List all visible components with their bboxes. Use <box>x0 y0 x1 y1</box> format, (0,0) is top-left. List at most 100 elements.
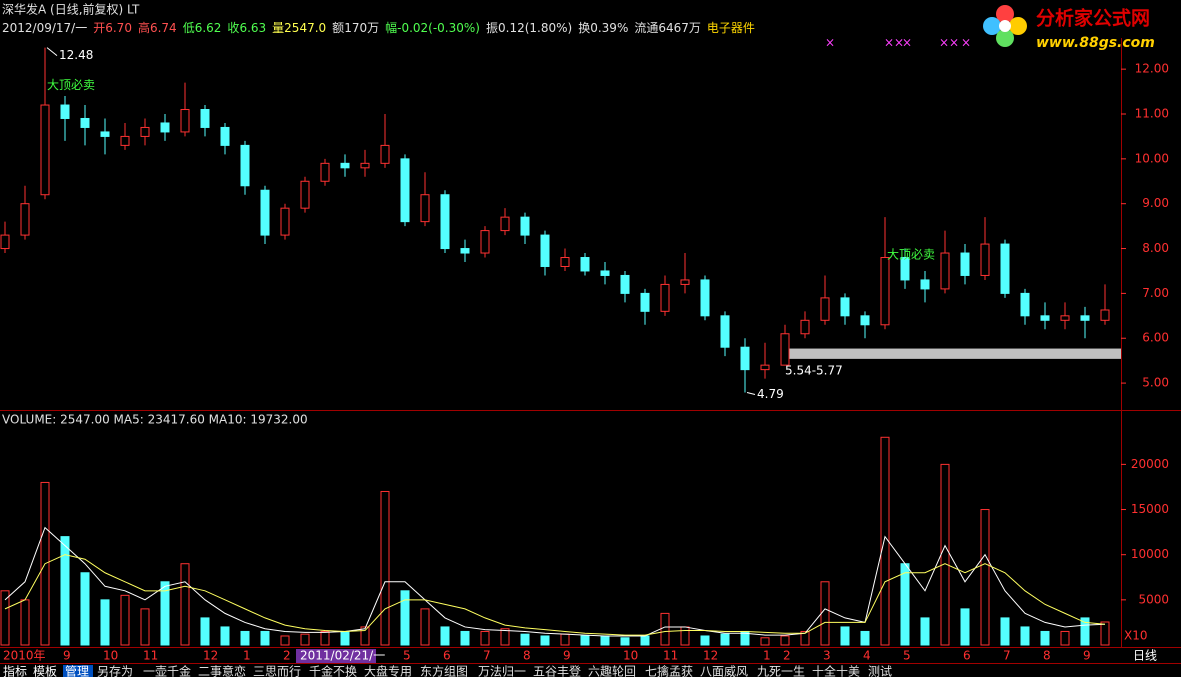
tab[interactable]: 模板 <box>33 665 57 677</box>
volume-bar <box>500 628 510 646</box>
candle-body <box>840 297 850 317</box>
x-tick-label: 8 <box>1043 649 1051 663</box>
low-label: 4.79 <box>757 387 784 401</box>
volume-bar <box>360 626 370 646</box>
tab[interactable]: 指标 <box>3 664 27 677</box>
candle-body <box>1100 309 1110 321</box>
candle-body <box>340 162 350 169</box>
volume-bar <box>340 630 350 646</box>
quote-value: 0.12(1.80%) <box>498 21 572 35</box>
volume-title: VOLUME: 2547.00 MA5: 23417.60 MA10: 1973… <box>2 413 308 427</box>
candle-body <box>100 131 110 137</box>
tab[interactable]: 三思而行 <box>253 665 301 677</box>
quote-value: 6.74 <box>150 21 177 35</box>
tab[interactable]: 测试 <box>868 664 892 677</box>
tab[interactable]: 六趣轮回 <box>588 664 636 677</box>
volume-bar <box>800 630 810 646</box>
volume-bar <box>580 635 590 646</box>
candle-body <box>560 257 570 267</box>
volume-bar <box>780 635 790 646</box>
volume-bar <box>80 572 90 646</box>
volume-bar <box>680 626 690 646</box>
y-tick-label: 15000 <box>1131 502 1169 516</box>
x-tick-label: 8 <box>523 649 531 663</box>
x-tick-label: 4 <box>863 649 871 663</box>
candle-body <box>220 126 230 146</box>
tab[interactable]: 七擒孟获 <box>645 664 693 677</box>
quote-label: 收 <box>227 21 239 35</box>
candle-body <box>760 364 770 371</box>
volume-bar <box>280 635 290 646</box>
volume-bar <box>20 599 30 646</box>
tab[interactable]: 五谷丰登 <box>533 664 581 677</box>
quote-value: 6.70 <box>105 21 132 35</box>
quote-date: 2012/09/17/一 <box>2 21 87 35</box>
x-tick-label: 1 <box>763 649 771 663</box>
volume-bar <box>960 608 970 646</box>
quote-value: -0.02(-0.30%) <box>397 21 480 35</box>
candle-body <box>500 216 510 232</box>
signal-text: 大顶必卖 <box>47 78 95 92</box>
volume-bar <box>480 630 490 646</box>
volume-bar <box>900 563 910 646</box>
volume-bar <box>160 581 170 646</box>
tab[interactable]: 一壶千金 <box>143 664 191 677</box>
candle-body <box>720 315 730 348</box>
candle-body <box>160 122 170 133</box>
candle-body <box>120 135 130 146</box>
volume-bar <box>400 590 410 646</box>
quote-label: 振 <box>486 21 498 35</box>
tab[interactable]: 管理 <box>65 664 89 677</box>
quote-label: 额 <box>332 21 344 35</box>
logo-url: www.88gs.com <box>1036 35 1155 51</box>
tab[interactable]: 十全十美 <box>812 664 860 677</box>
tab[interactable]: 大盘专用 <box>364 664 412 677</box>
volume-bar <box>880 436 890 646</box>
volume-bar <box>300 633 310 646</box>
candle-body <box>1080 315 1090 321</box>
volume-bar <box>1000 617 1010 646</box>
period-label[interactable]: 日线 <box>1133 649 1157 663</box>
logo: 分析家公式网 www.88gs.com <box>983 5 1155 51</box>
tab[interactable]: 九死一生 <box>757 665 805 677</box>
y-tick-label: 11.00 <box>1135 107 1169 121</box>
logo-name: 分析家公式网 <box>1036 7 1150 30</box>
x-tick-label: 5 <box>403 649 411 663</box>
candle-body <box>440 194 450 250</box>
candle-body <box>860 315 870 326</box>
volume-bar <box>60 536 70 646</box>
candle-body <box>380 144 390 164</box>
candle-body <box>520 216 530 236</box>
candle-body <box>0 234 10 250</box>
candle-body <box>900 257 910 281</box>
tab[interactable]: 千金不换 <box>309 664 357 677</box>
tab[interactable]: 另存为 <box>97 665 133 677</box>
candle-body <box>920 279 930 290</box>
volume-bar <box>560 633 570 646</box>
candle-body <box>200 109 210 128</box>
volume-bar <box>860 630 870 646</box>
x-tick-label: 2010年 <box>3 649 46 663</box>
tab[interactable]: 二事意恋 <box>198 664 246 677</box>
candle-body <box>960 252 970 276</box>
candle-body <box>280 207 290 236</box>
volume-bar <box>240 630 250 646</box>
quote-value: 0.39% <box>590 21 628 35</box>
quote-value: 2547.0 <box>284 21 326 35</box>
volume-bar <box>520 633 530 646</box>
panel-frame <box>0 38 1181 664</box>
volume-bar <box>140 608 150 646</box>
quote-value: 6.62 <box>195 21 222 35</box>
x-tick-label: 2 <box>283 649 291 663</box>
volume-bar <box>100 599 110 646</box>
quote-label: 幅 <box>385 20 397 35</box>
candle-body <box>540 234 550 267</box>
tab[interactable]: 东方组图 <box>420 664 468 677</box>
x-tick-label: 6 <box>443 649 451 663</box>
tab[interactable]: 八面威风 <box>700 665 748 677</box>
volume-bar <box>260 630 270 646</box>
tab[interactable]: 万法归一 <box>478 665 526 677</box>
quote-label: 流通 <box>634 21 658 35</box>
volume-bar <box>540 635 550 646</box>
